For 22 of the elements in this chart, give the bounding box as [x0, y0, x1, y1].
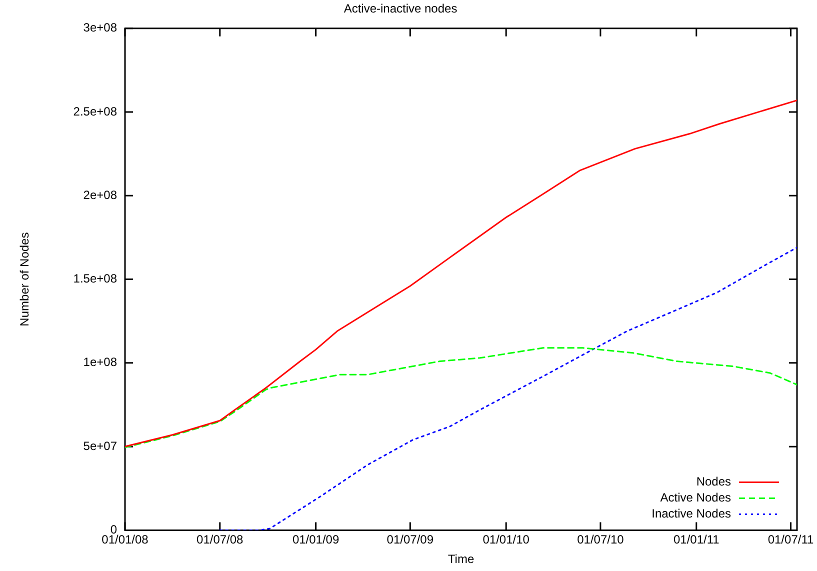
y-tick-label: 1e+08 — [83, 355, 118, 370]
legend-label: Nodes — [696, 474, 731, 489]
y-axis-title: Number of Nodes — [18, 232, 32, 326]
y-tick-label: 3e+08 — [83, 20, 118, 35]
x-tick-label: 01/07/11 — [768, 532, 814, 547]
y-tick-label: 2.5e+08 — [73, 104, 118, 118]
y-tick-label: 1.5e+08 — [73, 272, 118, 286]
x-tick-label: 01/07/08 — [196, 532, 244, 547]
x-tick-label: 01/01/09 — [292, 532, 340, 547]
x-tick-label: 01/01/11 — [673, 532, 720, 547]
x-axis-title: Time — [448, 552, 474, 566]
line-series — [219, 246, 797, 530]
y-tick-label: 5e+07 — [83, 438, 118, 453]
x-tick-label: 01/07/09 — [386, 532, 434, 547]
y-tick-label: 2e+08 — [83, 188, 118, 202]
chart-title: Active-inactive nodes — [344, 2, 458, 16]
legend-label: Active Nodes — [660, 490, 731, 505]
line-series — [125, 347, 797, 448]
x-tick-label: 01/01/08 — [102, 532, 149, 547]
legend-label: Inactive Nodes — [652, 506, 731, 521]
x-tick-label: 01/01/10 — [482, 532, 530, 547]
x-tick-label: 01/07/10 — [577, 532, 624, 547]
